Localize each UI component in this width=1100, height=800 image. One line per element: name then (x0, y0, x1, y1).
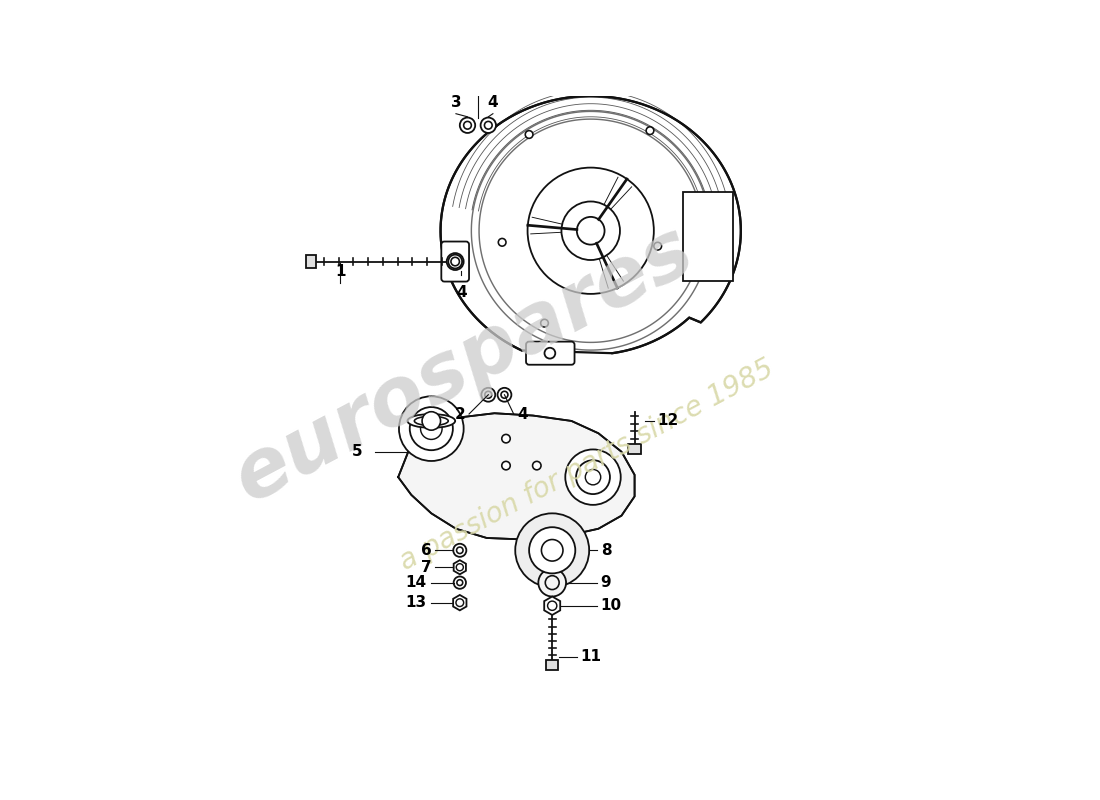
FancyBboxPatch shape (683, 192, 733, 281)
Text: 11: 11 (581, 649, 602, 664)
FancyBboxPatch shape (628, 444, 640, 454)
Text: a passion for parts since 1985: a passion for parts since 1985 (395, 354, 779, 577)
Circle shape (653, 242, 661, 250)
Text: 10: 10 (601, 598, 621, 614)
Circle shape (561, 202, 620, 260)
Circle shape (497, 388, 512, 402)
Text: 8: 8 (601, 542, 612, 558)
Polygon shape (544, 597, 560, 615)
Text: eurospares: eurospares (221, 211, 706, 519)
Circle shape (498, 238, 506, 246)
Circle shape (502, 434, 510, 443)
FancyBboxPatch shape (546, 660, 559, 670)
Polygon shape (398, 414, 635, 539)
Circle shape (481, 118, 496, 133)
Circle shape (525, 130, 532, 138)
Text: 9: 9 (601, 575, 612, 590)
Text: 4: 4 (517, 406, 528, 422)
Text: 5: 5 (351, 444, 362, 459)
Circle shape (399, 396, 464, 461)
FancyBboxPatch shape (526, 342, 574, 365)
Polygon shape (453, 560, 466, 574)
Circle shape (538, 569, 566, 597)
Text: 2: 2 (454, 406, 465, 422)
Circle shape (528, 168, 653, 294)
Circle shape (460, 118, 475, 133)
FancyBboxPatch shape (441, 242, 469, 282)
Circle shape (482, 388, 495, 402)
Ellipse shape (407, 414, 455, 428)
Text: 14: 14 (406, 575, 427, 590)
Circle shape (422, 412, 440, 430)
Text: 4: 4 (456, 285, 466, 300)
Circle shape (646, 126, 653, 134)
FancyBboxPatch shape (306, 255, 316, 268)
Text: 7: 7 (420, 560, 431, 574)
Text: 3: 3 (451, 95, 461, 110)
Circle shape (502, 462, 510, 470)
Text: 6: 6 (420, 542, 431, 558)
Circle shape (541, 319, 548, 327)
Circle shape (453, 544, 466, 557)
Circle shape (453, 577, 466, 589)
Polygon shape (441, 96, 740, 353)
Circle shape (447, 253, 464, 270)
Text: 1: 1 (336, 264, 345, 279)
Text: 13: 13 (406, 595, 427, 610)
Circle shape (529, 527, 575, 574)
Text: 12: 12 (658, 414, 679, 429)
Ellipse shape (415, 416, 449, 426)
Circle shape (565, 450, 620, 505)
Polygon shape (453, 595, 466, 610)
Circle shape (515, 514, 590, 587)
Circle shape (532, 462, 541, 470)
Text: 4: 4 (487, 95, 498, 110)
